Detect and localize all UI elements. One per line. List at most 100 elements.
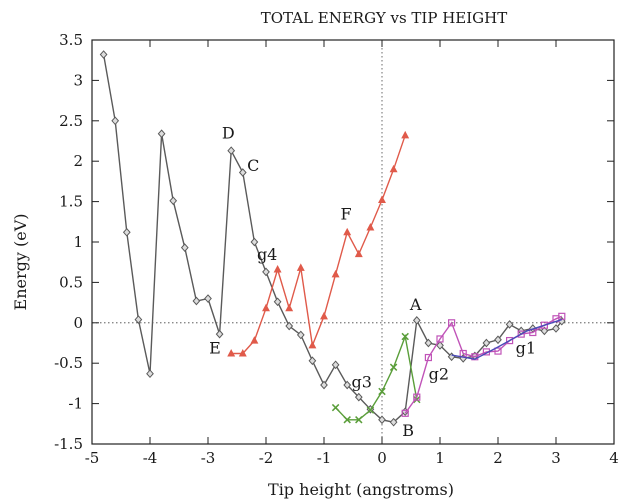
data-point	[285, 321, 294, 331]
data-point	[424, 353, 432, 362]
data-point	[320, 380, 328, 390]
data-point	[424, 338, 433, 348]
series-1	[99, 50, 566, 427]
x-tick-label: -3	[201, 449, 216, 467]
annotation-label: g1	[516, 339, 536, 358]
data-point	[146, 369, 154, 379]
data-point	[262, 303, 270, 312]
chart-title: TOTAL ENERGY vs TIP HEIGHT	[261, 9, 508, 27]
x-tick-label: 0	[377, 449, 387, 467]
annotation-label: F	[340, 204, 351, 223]
data-point	[494, 335, 502, 345]
data-point	[180, 243, 189, 253]
x-tick-label: -2	[259, 449, 274, 467]
data-point	[389, 164, 398, 173]
y-tick-label: 2.5	[59, 112, 83, 130]
y-tick-label: 0.5	[59, 273, 83, 291]
data-point	[354, 392, 363, 402]
data-point	[227, 146, 236, 156]
axis-ticks: -5 -4 -3 -2 -1 0 1 2 3 4 -1.5 -1 -0.5 0 0.5 1 1.5 2 2.5 3 3.…	[54, 31, 619, 467]
data-point	[540, 326, 549, 336]
x-tick-label: -1	[317, 449, 332, 467]
y-tick-label: 3.5	[59, 31, 83, 49]
data-point	[366, 406, 375, 414]
annotation-label: B	[402, 421, 414, 440]
data-point	[285, 303, 294, 312]
y-tick-label: 0	[73, 314, 83, 332]
zero-lines	[92, 40, 614, 444]
x-tick-label: 4	[609, 449, 619, 467]
series-line	[404, 315, 563, 414]
data-point	[204, 294, 212, 303]
series-layer	[99, 50, 566, 427]
y-tick-label: -0.5	[54, 354, 83, 372]
y-tick-label: -1.5	[54, 435, 83, 453]
data-point	[436, 335, 444, 343]
y-tick-label: 1.5	[59, 193, 83, 211]
data-point	[308, 356, 317, 366]
y-tick-label: -1	[68, 395, 83, 413]
data-point	[122, 227, 131, 237]
data-point	[389, 417, 398, 427]
annotation-label: E	[209, 339, 221, 358]
data-point	[389, 363, 398, 371]
data-point	[320, 311, 328, 320]
data-point	[343, 380, 352, 390]
data-point	[517, 330, 525, 338]
data-point	[331, 360, 340, 370]
data-point	[331, 403, 340, 412]
series-line	[335, 333, 418, 421]
series-4	[401, 312, 566, 417]
x-tick-label: 3	[551, 449, 561, 467]
data-point	[355, 416, 363, 424]
data-point	[354, 249, 363, 258]
annotation-label: A	[409, 295, 422, 314]
data-point	[412, 316, 421, 325]
data-point	[331, 269, 340, 278]
data-point	[134, 315, 143, 324]
data-point	[308, 340, 317, 349]
data-point	[378, 195, 386, 203]
data-point	[343, 416, 351, 424]
data-point	[296, 330, 305, 340]
series-2	[227, 130, 410, 357]
data-point	[215, 329, 224, 339]
data-point	[227, 349, 236, 357]
annotation-label: g4	[257, 245, 277, 264]
annotation-label: C	[247, 156, 259, 175]
data-point	[169, 196, 178, 206]
x-axis-title: Tip height (angstroms)	[268, 480, 454, 499]
data-point	[540, 321, 549, 329]
data-point	[99, 50, 108, 59]
annotation-label: D	[222, 124, 235, 143]
series-line	[451, 318, 563, 360]
y-axis-title: Energy (eV)	[11, 214, 30, 311]
data-point	[494, 347, 502, 355]
data-point	[378, 387, 386, 396]
data-point	[238, 349, 247, 357]
data-point	[238, 168, 247, 177]
data-point	[401, 130, 410, 139]
annotation-label: g3	[351, 372, 371, 391]
data-point	[401, 332, 409, 341]
data-point	[459, 353, 468, 363]
data-point	[378, 415, 386, 425]
series-line	[231, 135, 406, 355]
annotation-label: g2	[429, 364, 449, 383]
data-point	[401, 409, 409, 417]
y-tick-label: 1	[73, 233, 83, 251]
x-tick-label: 1	[435, 449, 445, 467]
data-point	[192, 296, 201, 306]
data-point	[505, 320, 514, 329]
data-point	[366, 223, 375, 231]
data-point	[250, 237, 259, 247]
data-point	[558, 312, 566, 320]
data-point	[250, 336, 259, 344]
data-point	[296, 263, 305, 271]
data-point	[552, 324, 560, 333]
x-tick-label: -4	[143, 449, 158, 467]
data-point	[157, 129, 166, 139]
x-tick-label: -5	[85, 449, 100, 467]
